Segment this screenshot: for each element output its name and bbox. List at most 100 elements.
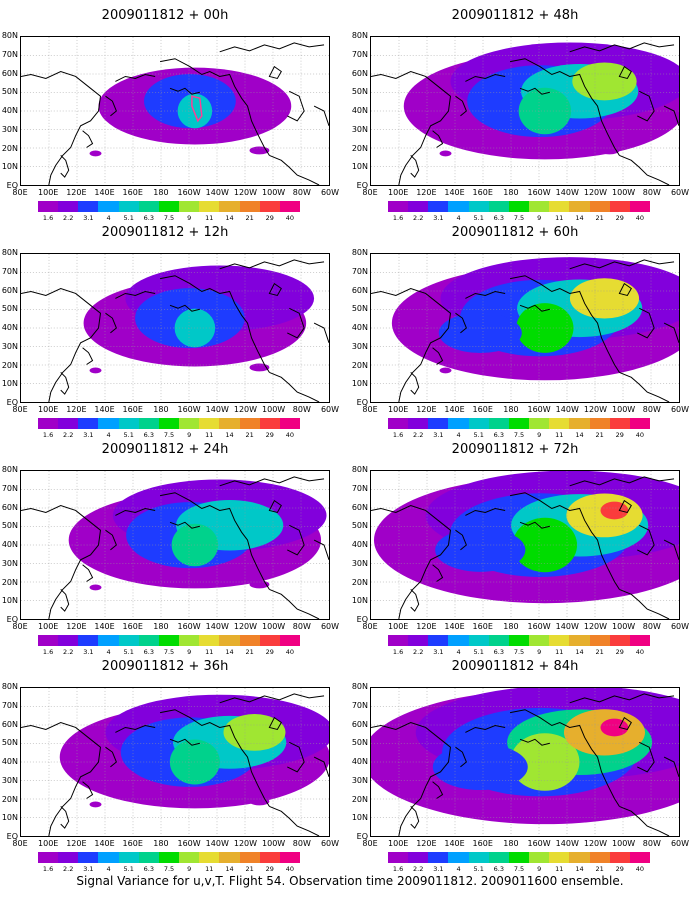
colorbar-swatch — [589, 635, 610, 646]
lat-tick-label: 30N — [351, 124, 368, 134]
lon-tick-label: 60W — [320, 839, 340, 848]
colorbar-swatch — [448, 852, 469, 863]
lat-tick-label: 10N — [351, 379, 368, 389]
lon-tick-label: 60W — [670, 188, 690, 197]
colorbar-swatch — [138, 635, 159, 646]
lat-tick-label: 20N — [351, 577, 368, 587]
lat-tick-label: 60N — [1, 719, 18, 729]
lat-tick-label: 80N — [1, 682, 18, 691]
colorbar-label: 6.3 — [493, 865, 505, 873]
lat-tick-label: 60N — [351, 719, 368, 729]
colorbar-label: 3.1 — [433, 648, 444, 656]
colorbar-swatch — [279, 635, 301, 646]
lat-tick-label: EQ — [356, 832, 368, 841]
colorbar-label: 1.6 — [42, 214, 54, 222]
colorbar-swatch — [529, 852, 550, 863]
colorbar-swatch — [448, 201, 469, 212]
colorbar — [38, 852, 301, 863]
lon-tick-label: 60W — [670, 405, 690, 414]
lon-tick-label: 160E — [472, 839, 493, 848]
lat-tick-label: 10N — [351, 162, 368, 172]
colorbar-label: 9 — [537, 431, 542, 439]
colorbar-swatch — [38, 418, 59, 429]
lon-tick-label: 120E — [416, 405, 437, 414]
colorbar-swatch — [629, 418, 651, 429]
colorbar-label: 1.6 — [392, 214, 404, 222]
lat-tick-label: 80N — [351, 248, 368, 257]
colorbar-label: 9 — [537, 214, 542, 222]
lon-tick-label: 80E — [12, 188, 28, 197]
lon-tick-label: 160E — [122, 405, 143, 414]
lat-tick-label: 50N — [1, 304, 18, 314]
colorbar-label: 40 — [285, 648, 295, 656]
lon-tick-label: 160E — [472, 622, 493, 631]
lat-tick-label: 40N — [351, 540, 368, 549]
panel-title: 2009011812 + 12h — [101, 225, 229, 240]
lon-tick-label: 80W — [292, 622, 311, 631]
variance-map — [20, 687, 330, 837]
lon-tick-label: 140E — [444, 405, 465, 414]
lon-tick-label: 100E — [38, 622, 59, 631]
colorbar-swatch — [388, 852, 409, 863]
colorbar-label: 2.2 — [63, 431, 74, 439]
colorbar-swatch — [569, 418, 590, 429]
colorbar-swatch — [549, 201, 570, 212]
colorbar-label: 11 — [555, 648, 564, 656]
variance-map — [20, 36, 330, 186]
lat-tick-label: 70N — [1, 266, 18, 276]
colorbar-swatch — [179, 635, 200, 646]
lat-tick-label: 40N — [1, 106, 18, 115]
colorbar-label: 11 — [555, 431, 564, 439]
colorbar-label: 6.3 — [143, 648, 155, 656]
colorbar — [38, 635, 301, 646]
colorbar-swatch — [529, 635, 550, 646]
colorbar-label: 11 — [205, 648, 214, 656]
colorbar-swatch — [138, 852, 159, 863]
colorbar-swatch — [179, 201, 200, 212]
colorbar-label: 5.1 — [123, 648, 134, 656]
colorbar-label: 7.5 — [163, 431, 175, 439]
colorbar-swatch — [279, 201, 301, 212]
lat-tick-label: 80N — [351, 31, 368, 40]
lon-tick-label: 80W — [292, 188, 311, 197]
lon-tick-label: 140W — [205, 839, 229, 848]
colorbar-label: 2.2 — [63, 214, 74, 222]
panel-title: 2009011812 + 60h — [451, 225, 579, 240]
colorbar-label: 1.6 — [42, 431, 54, 439]
lat-tick-label: 60N — [1, 285, 18, 295]
colorbar-swatch — [38, 201, 59, 212]
colorbar-labels: 1.6 2.2 3.1 4 5.1 6.3 7.5 9 11 14 21 29 40 — [388, 865, 650, 875]
lat-tick-label: EQ — [6, 615, 18, 624]
colorbar-label: 7.5 — [513, 431, 525, 439]
lon-tick-label: 100W — [612, 188, 636, 197]
colorbar-label: 2.2 — [413, 214, 424, 222]
lon-tick-label: 140W — [555, 622, 579, 631]
colorbar-swatch — [239, 201, 260, 212]
lat-tick-label: 50N — [1, 738, 18, 748]
colorbar-swatch — [259, 418, 280, 429]
map-panel: 2009011812 + 12h 80N 70N 60N 50N 40N 30N 20N 10… — [0, 225, 339, 440]
colorbar-swatch — [609, 635, 630, 646]
lon-tick-label: 120E — [416, 188, 437, 197]
lon-tick-label: 120W — [583, 188, 608, 197]
variance-map — [370, 253, 680, 403]
colorbar-label: 14 — [225, 865, 234, 873]
lon-tick-label: 140W — [555, 405, 579, 414]
lon-tick-label: 120E — [416, 839, 437, 848]
colorbar-label: 9 — [187, 214, 192, 222]
lon-tick-label: 160W — [177, 405, 201, 414]
colorbar-label: 21 — [595, 648, 604, 656]
colorbar-label: 29 — [265, 214, 274, 222]
variance-map — [20, 253, 330, 403]
lon-tick-label: 140E — [94, 188, 115, 197]
colorbar-label: 14 — [575, 431, 584, 439]
lon-tick-label: 120W — [233, 405, 258, 414]
colorbar-swatch — [199, 852, 220, 863]
colorbar-label: 4 — [106, 214, 111, 222]
colorbar-swatch — [589, 418, 610, 429]
lon-tick-label: 120W — [583, 405, 608, 414]
lon-tick-label: 160W — [177, 839, 201, 848]
colorbar-swatch — [508, 418, 530, 429]
colorbar-label: 3.1 — [433, 865, 444, 873]
lat-tick-label: 60N — [351, 502, 368, 512]
